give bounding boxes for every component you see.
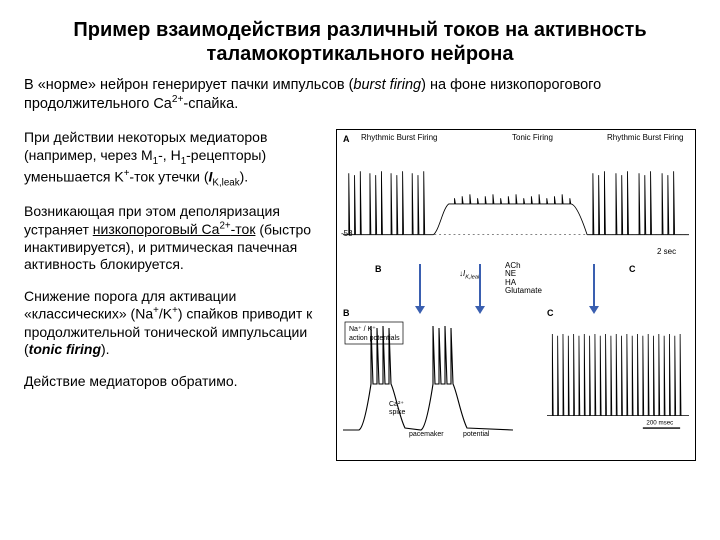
trace-a [343,148,689,258]
ca-text-2: spike [389,409,405,416]
lower-columns: При действии некоторых медиаторов (напри… [24,129,696,461]
text-column: При действии некоторых медиаторов (напри… [24,129,324,461]
panel-label-c: C [547,308,554,318]
panel-c: 200 msec [547,320,689,442]
leak-label: ↓IK,leak [459,270,481,281]
panel-label-b: B [343,308,350,318]
box-text-1: Na⁺ / K⁺ [349,326,376,333]
sec-text: 2 sec [657,248,676,257]
mode-label-3: Rhythmic Burst Firing [607,134,683,143]
pace-text-2: potential [463,431,490,438]
box-text-2: action potentials [349,335,400,342]
scalebar-text: 200 msec [646,420,673,427]
para-4: Действие медиаторов обратимо. [24,373,324,391]
pace-text-1: pacemaker [409,431,444,438]
intro-text: В «норме» нейрон генерирует пачки импуль… [24,76,696,113]
para-2: Возникающая при этом деполяризация устра… [24,203,324,274]
mode-label-1: Rhythmic Burst Firing [361,134,437,143]
scale-mv: -58 [341,230,353,239]
slide-title: Пример взаимодействия различный токов на… [64,18,656,66]
trace-c: 200 msec [547,320,689,442]
panel-b: Na⁺ / K⁺ action potentials Ca²⁺ spike pa… [343,320,513,442]
para-3: Снижение порога для активации «классичес… [24,288,324,359]
arrow-3 [593,264,595,308]
figure-box: A Rhythmic Burst Firing Tonic Firing Rhy… [336,129,696,461]
para-1: При действии некоторых медиаторов (напри… [24,129,324,189]
mid-label-b: B [375,264,382,274]
arrow-2 [479,264,481,308]
mediator-list: ACh NE HA Glutamate [505,262,542,296]
panel-a [343,148,689,258]
panel-label-a: A [343,134,350,144]
mode-label-2: Tonic Firing [512,134,553,143]
trace-b: Na⁺ / K⁺ action potentials Ca²⁺ spike pa… [343,320,513,442]
ca-text-1: Ca²⁺ [389,401,404,408]
arrow-1 [419,264,421,308]
mid-label-c: C [629,264,636,274]
